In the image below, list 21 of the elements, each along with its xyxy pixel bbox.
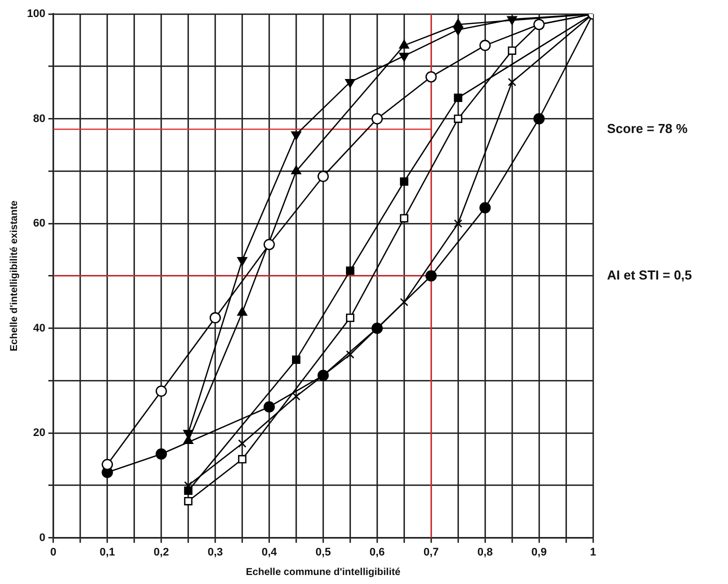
x-tick-label: 0,6 — [369, 546, 385, 558]
y-tick-label: 0 — [39, 532, 46, 544]
text: Score = 78 % — [607, 120, 688, 136]
y-tick-label: 40 — [33, 322, 46, 334]
x-axis-title: Echelle commune d'intelligibilité — [246, 566, 401, 578]
y-tick-label: 60 — [33, 218, 46, 230]
x-tick-label: 0,2 — [154, 546, 169, 558]
x-tick-label: 0,9 — [531, 546, 547, 558]
x-tick-label: 0,1 — [100, 546, 115, 558]
x-tick-label: 0,8 — [477, 546, 493, 558]
y-tick-label: 100 — [26, 8, 46, 20]
x-tick-label: 0,7 — [423, 546, 439, 558]
y-axis-title: Echelle d'intelligibilité existante — [8, 200, 20, 352]
y-tick-label: 80 — [33, 112, 46, 125]
x-tick-label: 0,5 — [316, 546, 331, 558]
x-tick-label: 1 — [590, 546, 596, 558]
text: AI et STI = 0,5 — [607, 267, 692, 282]
x-tick-label: 0,3 — [208, 546, 223, 558]
x-tick-label: 0 — [50, 546, 56, 558]
x-tick-label: 0,4 — [262, 546, 278, 558]
y-tick-label: 20 — [33, 427, 46, 440]
